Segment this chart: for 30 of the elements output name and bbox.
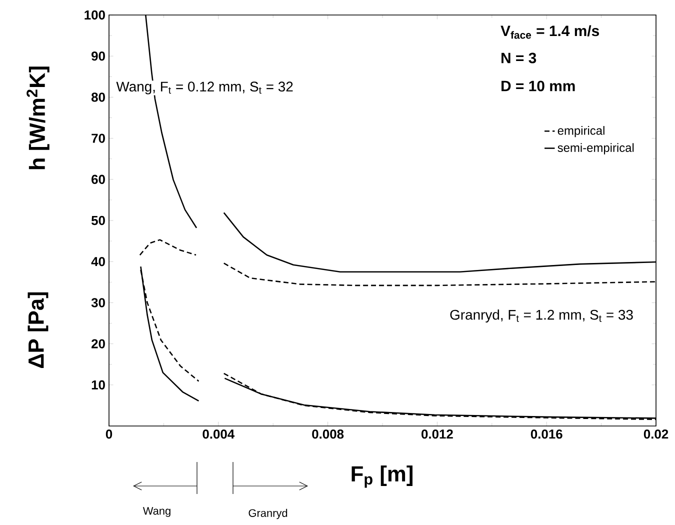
text: Wang	[142, 507, 170, 517]
y-tick-label: 10	[92, 380, 105, 390]
annotation: D = 10 mm	[502, 80, 575, 92]
x-tick-label: 0.004	[202, 430, 235, 439]
legend-label: semi-empirical	[558, 143, 634, 154]
text: ΔP [Pa]	[28, 292, 48, 368]
y-tick-label: 50	[91, 216, 105, 226]
text: Granryd	[248, 508, 288, 520]
x-tick-label: 0	[106, 430, 112, 439]
annotation: Granryd, F$_{t}$ = 1.2 mm, S$_{t}$ = 33	[450, 309, 633, 322]
legend-label: empirical	[558, 126, 604, 138]
x-tick-label: 0.008	[312, 430, 344, 439]
y-tick-label: 70	[92, 134, 105, 143]
y-tick-label: 90	[92, 52, 105, 61]
annotation: N = 3	[502, 52, 536, 64]
y-tick-label: 100	[84, 10, 105, 20]
annotation: Wang, F$_{t}$ = 0.12 mm, S$_{t}$ = 32	[116, 82, 293, 94]
line-series	[139, 239, 197, 256]
y-tick-label: 30	[91, 298, 105, 308]
x-axis-title: F$_{p}$ [m]	[352, 466, 412, 488]
y-tick-label: 20	[92, 339, 105, 348]
x-tick-label: 0.012	[422, 430, 453, 439]
y-tick-label: 40	[91, 257, 105, 266]
x-tick-label: 0.016	[530, 430, 562, 439]
line-series	[140, 266, 200, 402]
y-axis-title: h [W/m$^{2}$K]	[26, 66, 50, 170]
x-tick-label: 0.02	[644, 430, 668, 439]
y-tick-label: 80	[91, 92, 105, 102]
y-tick-label: 60	[92, 174, 105, 184]
annotation: V$_{face}$ = 1.4 m/s	[500, 25, 599, 39]
